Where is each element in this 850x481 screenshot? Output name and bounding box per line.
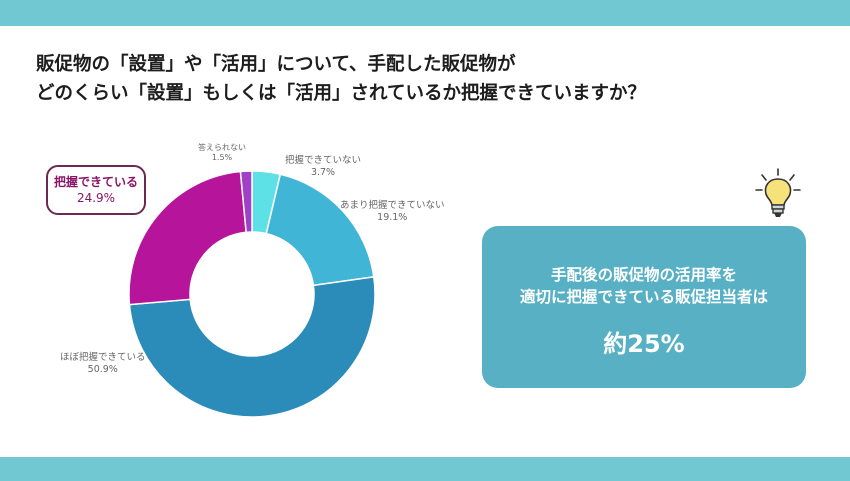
top-band	[0, 0, 850, 26]
callout-grasped-name: 把握できている	[53, 175, 138, 189]
title-line-2: どのくらい「設置」もしくは「活用」されているか把握できていますか？	[36, 83, 646, 104]
summary-value: 約25%	[603, 330, 685, 358]
label-not-grasped-value: 3.7%	[310, 167, 336, 178]
label-barely-grasped-name: あまり把握できていない	[340, 200, 445, 211]
label-mostly-grasped: ほぼ把握できている 50.9%	[60, 352, 146, 376]
label-cannot-answer-name: 答えられない	[198, 143, 246, 152]
label-not-grasped: 把握できていない 3.7%	[285, 155, 361, 179]
label-not-grasped-name: 把握できていない	[285, 155, 362, 166]
label-mostly-grasped-value: 50.9%	[87, 364, 118, 375]
bottom-band	[0, 457, 850, 481]
summary-card: 手配後の販促物の活用率を 適切に把握できている販促担当者は 約25%	[482, 226, 806, 388]
label-barely-grasped: あまり把握できていない 19.1%	[340, 200, 445, 224]
callout-grasped: 把握できている 24.9%	[46, 165, 146, 215]
callout-grasped-value: 24.9%	[76, 191, 116, 205]
lightbulb-icon	[755, 168, 801, 217]
summary-line-1: 手配後の販促物の活用率を	[550, 266, 737, 284]
slice-mostly-grasped	[128, 276, 376, 418]
slice-barely-grasped	[265, 173, 375, 287]
label-barely-grasped-value: 19.1%	[377, 212, 408, 223]
label-cannot-answer-value: 1.5%	[211, 153, 233, 162]
label-cannot-answer: 答えられない 1.5%	[198, 143, 246, 163]
page-title: 販促物の「設置」や「活用」について、手配した販促物が どのくらい「設置」もしくは…	[36, 50, 816, 108]
label-mostly-grasped-name: ほぼ把握できている	[60, 352, 146, 363]
slice-grasped	[128, 170, 247, 306]
title-line-1: 販促物の「設置」や「活用」について、手配した販促物が	[36, 54, 516, 75]
slice-cannot-answer	[239, 170, 253, 234]
summary-line-2: 適切に把握できている販促担当者は	[519, 288, 768, 306]
